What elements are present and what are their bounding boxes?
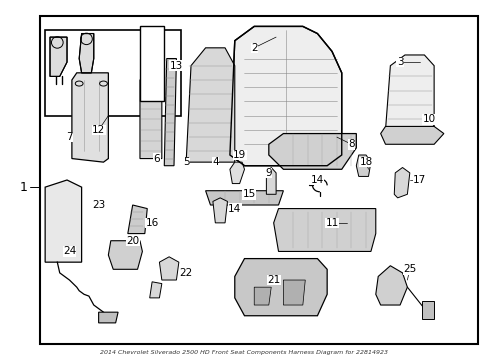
Text: 25: 25 xyxy=(403,264,416,274)
Text: 10: 10 xyxy=(422,114,435,124)
Polygon shape xyxy=(393,167,409,198)
Polygon shape xyxy=(140,73,162,158)
Text: 12: 12 xyxy=(92,125,105,135)
Text: 9: 9 xyxy=(265,168,271,178)
Text: 13: 13 xyxy=(169,61,183,71)
Text: 3: 3 xyxy=(396,57,403,67)
Polygon shape xyxy=(45,180,81,262)
Polygon shape xyxy=(99,312,118,323)
Polygon shape xyxy=(149,282,162,298)
Text: 18: 18 xyxy=(359,157,372,167)
Polygon shape xyxy=(421,301,433,319)
Text: 6: 6 xyxy=(153,154,160,163)
Text: 8: 8 xyxy=(347,139,354,149)
Polygon shape xyxy=(79,33,94,73)
Text: 5: 5 xyxy=(183,157,189,167)
Polygon shape xyxy=(50,37,67,76)
Polygon shape xyxy=(283,280,305,305)
Polygon shape xyxy=(159,257,179,280)
Polygon shape xyxy=(127,205,147,234)
Polygon shape xyxy=(356,155,370,176)
Bar xyxy=(140,26,164,102)
Polygon shape xyxy=(212,198,227,223)
Polygon shape xyxy=(186,48,234,162)
Polygon shape xyxy=(229,26,341,166)
Polygon shape xyxy=(266,167,276,194)
Text: 16: 16 xyxy=(145,218,159,228)
Text: 19: 19 xyxy=(233,150,246,160)
Text: 14: 14 xyxy=(228,203,241,213)
Text: 11: 11 xyxy=(325,218,338,228)
Polygon shape xyxy=(164,59,176,166)
Text: 15: 15 xyxy=(242,189,255,199)
Text: 20: 20 xyxy=(126,236,139,246)
Text: 22: 22 xyxy=(179,268,192,278)
Polygon shape xyxy=(385,55,433,130)
Text: 17: 17 xyxy=(412,175,426,185)
Polygon shape xyxy=(375,266,407,305)
Text: 2: 2 xyxy=(250,43,257,53)
Text: 4: 4 xyxy=(212,157,218,167)
Polygon shape xyxy=(205,191,283,205)
Text: 1: 1 xyxy=(20,181,27,194)
Text: 2014 Chevrolet Silverado 2500 HD Front Seat Components Harness Diagram for 22814: 2014 Chevrolet Silverado 2500 HD Front S… xyxy=(101,350,387,355)
Polygon shape xyxy=(273,208,375,251)
Text: 14: 14 xyxy=(310,175,324,185)
Polygon shape xyxy=(268,134,356,169)
Polygon shape xyxy=(254,287,271,305)
Text: 21: 21 xyxy=(266,275,280,285)
Text: 7: 7 xyxy=(66,132,73,142)
Polygon shape xyxy=(229,162,244,184)
Text: 24: 24 xyxy=(62,247,76,256)
Polygon shape xyxy=(108,241,142,269)
Bar xyxy=(45,30,181,116)
Polygon shape xyxy=(380,126,443,144)
Polygon shape xyxy=(72,73,108,162)
Polygon shape xyxy=(234,258,326,316)
Text: 23: 23 xyxy=(92,200,105,210)
